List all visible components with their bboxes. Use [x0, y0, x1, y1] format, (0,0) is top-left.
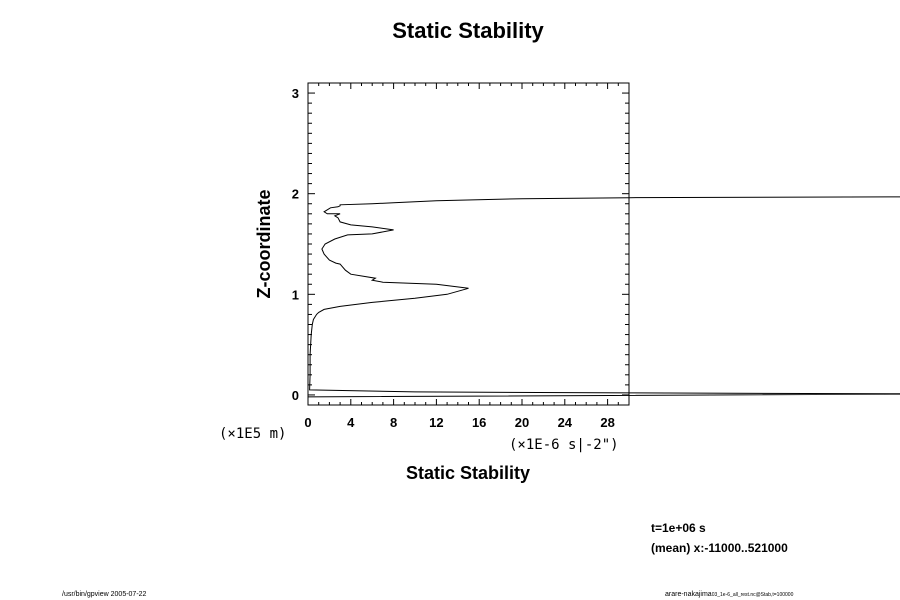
x-tick-label: 12	[429, 415, 443, 430]
footer-right: arare-nakajima03_1e-6_all_rest.nc@Stab,t…	[665, 591, 794, 598]
footer-right-main: arare-nakajima	[665, 591, 712, 598]
time-annotation: t=1e+06 s	[651, 521, 706, 535]
y-tick-label: 0	[292, 388, 299, 403]
x-tick-label: 24	[558, 415, 573, 430]
mean-annotation: (mean) x:-11000..521000	[651, 541, 788, 555]
x-axis: 0 4 8 12 16 20 24 28	[304, 83, 630, 430]
footer-right-sub: 03_1e-6_all_rest.nc@Stab,t=100000	[712, 592, 794, 598]
x-tick-label: 28	[600, 415, 614, 430]
chart-title: Static Stability	[392, 18, 544, 43]
y-unit-label: (×1E5 m)	[219, 426, 286, 442]
y-tick-label: 1	[292, 287, 299, 302]
y-axis-title: Z-coordinate	[254, 189, 274, 298]
x-tick-label: 20	[515, 415, 529, 430]
x-tick-label: 4	[347, 415, 355, 430]
plot-frame	[307, 82, 630, 406]
series-line	[307, 196, 900, 398]
footer-left: /usr/bin/gpview 2005-07-22	[62, 591, 147, 598]
x-tick-label: 0	[304, 415, 311, 430]
x-unit-label: (×1E-6 s|-2")	[509, 437, 619, 453]
y-tick-label: 3	[292, 86, 299, 101]
y-axis: 0 1 2 3	[292, 82, 629, 406]
x-tick-label: 8	[390, 415, 397, 430]
x-tick-label: 16	[472, 415, 486, 430]
y-tick-label: 2	[292, 187, 299, 202]
x-axis-title: Static Stability	[406, 463, 530, 483]
